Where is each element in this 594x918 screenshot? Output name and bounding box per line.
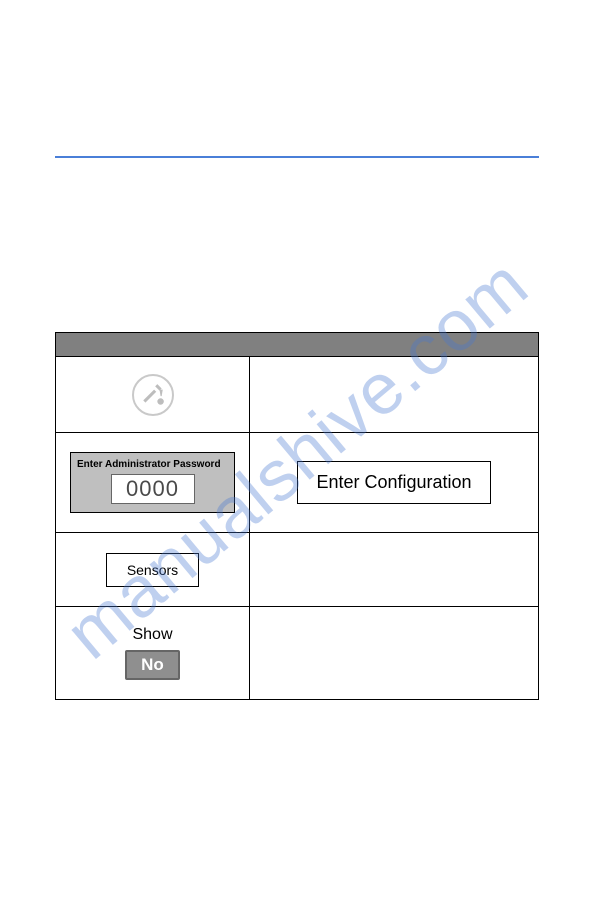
cell-enter-config: Enter Configuration (250, 433, 538, 532)
table-row: Enter Administrator Password 0000 Enter … (56, 433, 538, 533)
section-divider (55, 156, 539, 158)
cell-sensors: Sensors (56, 533, 250, 606)
sensors-button[interactable]: Sensors (106, 553, 199, 587)
hammer-wrench-icon (140, 382, 166, 408)
enter-configuration-button[interactable]: Enter Configuration (297, 461, 490, 504)
cell-empty (250, 607, 538, 699)
cell-empty (250, 533, 538, 606)
password-box: Enter Administrator Password 0000 (70, 452, 235, 513)
table-header (56, 333, 538, 357)
tools-icon[interactable] (132, 374, 174, 416)
table-row: Show No (56, 607, 538, 699)
table-row (56, 357, 538, 433)
table-row: Sensors (56, 533, 538, 607)
password-label: Enter Administrator Password (75, 457, 230, 474)
cell-tools-icon (56, 357, 250, 432)
cell-empty (250, 357, 538, 432)
cell-show-toggle: Show No (56, 607, 250, 699)
password-input[interactable]: 0000 (111, 474, 195, 504)
config-table: Enter Administrator Password 0000 Enter … (55, 332, 539, 700)
cell-password: Enter Administrator Password 0000 (56, 433, 250, 532)
show-toggle-button[interactable]: No (125, 650, 180, 680)
show-label: Show (132, 626, 172, 644)
